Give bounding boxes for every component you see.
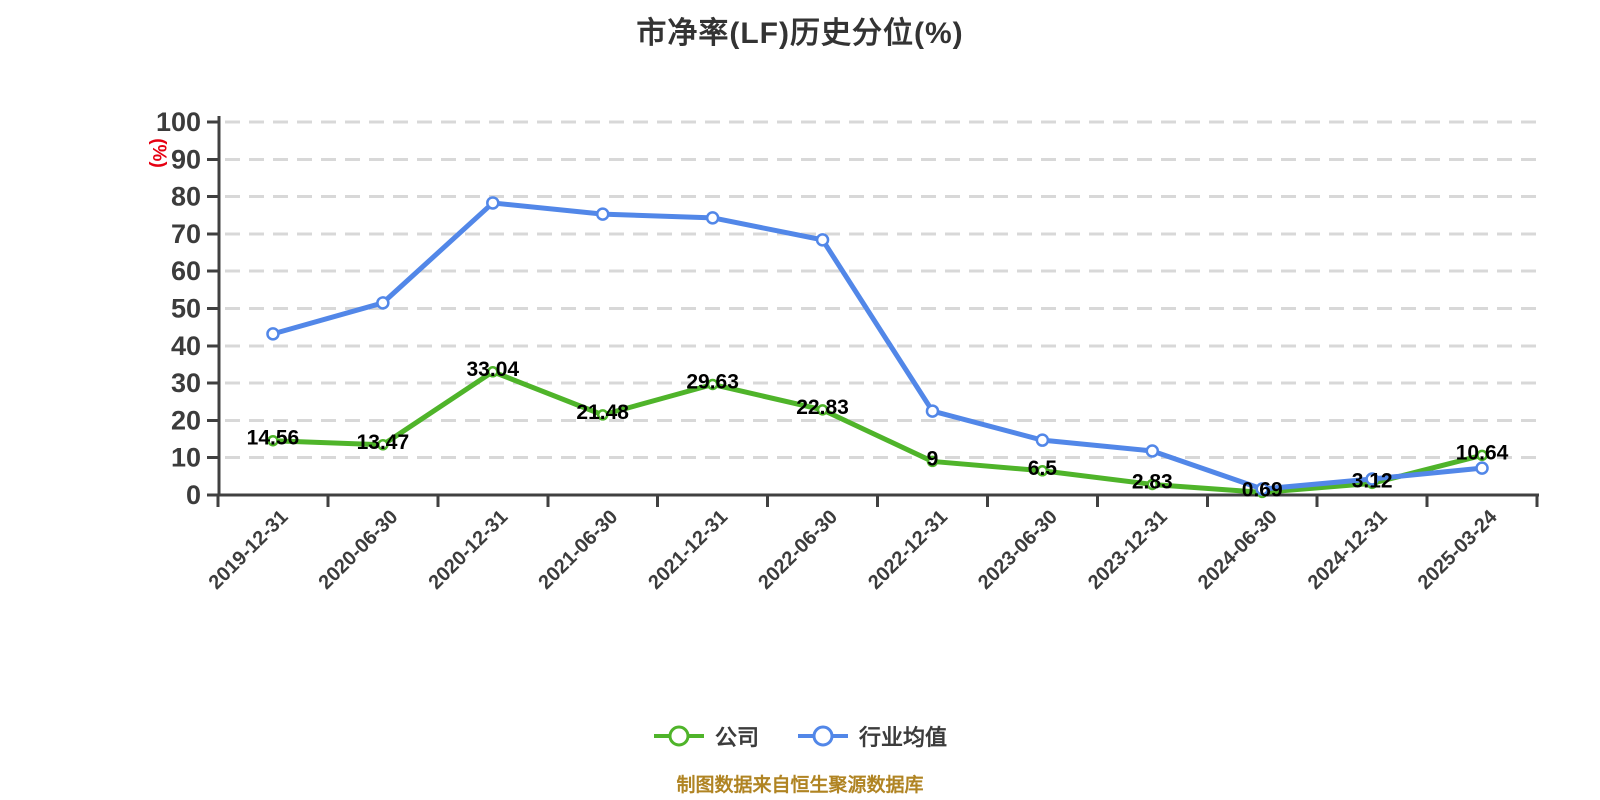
data-label-2021-06-30: 21.48: [576, 401, 629, 424]
x-tick-label-2020-12-31: 2020-12-31: [424, 506, 512, 594]
y-tick-label-40: 40: [171, 331, 201, 361]
data-label-2023-12-31: 2.83: [1132, 470, 1173, 493]
data-label-2020-06-30: 13.47: [357, 431, 410, 454]
series-marker-公司-2022-06-30: [816, 404, 829, 416]
series-marker-行业均值-2022-12-31: [925, 404, 940, 418]
series-marker-公司-2021-06-30: [596, 409, 609, 421]
data-label-2025-03-24: 10.64: [1456, 441, 1509, 464]
company-legend-marker-icon: [653, 725, 704, 747]
series-marker-行业均值-2025-03-24: [1475, 461, 1489, 475]
series-marker-公司-2020-12-31: [487, 366, 499, 378]
x-tick-label-2021-06-30: 2021-06-30: [534, 506, 622, 594]
x-tick-label-2023-12-31: 2023-12-31: [1084, 506, 1172, 594]
series-marker-公司-2021-12-31: [706, 378, 719, 391]
x-tick-label-2020-06-30: 2020-06-30: [315, 506, 403, 594]
series-marker-行业均值-2019-12-31: [266, 327, 280, 341]
data-label-2024-12-31: 3.12: [1352, 469, 1393, 492]
data-label-2019-12-31: 14.56: [247, 427, 300, 450]
series-line-公司: [270, 369, 1485, 495]
series-marker-公司-2019-12-31: [267, 434, 279, 447]
chart-legend: 公司 行业均值: [0, 720, 1600, 752]
x-tick-label-2021-12-31: 2021-12-31: [644, 506, 732, 594]
data-label-2022-06-30: 22.83: [796, 396, 849, 419]
x-tick-label-2025-03-24: 2025-03-24: [1414, 505, 1503, 594]
x-tick-label-2023-06-30: 2023-06-30: [974, 506, 1062, 594]
legend-label-industry-average: 行业均值: [859, 725, 948, 750]
y-tick-label-50: 50: [171, 294, 201, 324]
y-tick-label-70: 70: [171, 219, 201, 249]
data-label-2021-12-31: 29.63: [686, 370, 739, 393]
x-tick-label-2022-12-31: 2022-12-31: [864, 506, 952, 594]
y-tick-label-20: 20: [171, 405, 201, 435]
data-label-2020-12-31: 33.04: [467, 358, 520, 381]
x-tick-label-2019-12-31: 2019-12-31: [205, 506, 293, 594]
legend-label-company: 公司: [714, 725, 759, 750]
series-line-行业均值: [270, 200, 1485, 492]
legend-item-company[interactable]: 公司: [653, 720, 759, 752]
series-marker-行业均值-2023-06-30: [1035, 433, 1050, 447]
industry-legend-marker-icon: [798, 725, 848, 747]
series-marker-公司-2025-03-24: [1476, 449, 1488, 462]
data-label-2022-12-31: 9: [927, 447, 939, 470]
series-marker-公司-2023-06-30: [1036, 465, 1049, 477]
y-tick-label-100: 100: [156, 107, 201, 137]
series-marker-行业均值-2021-06-30: [595, 207, 610, 221]
series-marker-公司-2022-12-31: [926, 455, 939, 468]
series-marker-行业均值-2020-06-30: [376, 296, 390, 310]
series-marker-行业均值-2020-12-31: [486, 196, 500, 210]
data-label-2024-06-30: 0.69: [1242, 478, 1283, 501]
series-marker-行业均值-2021-12-31: [705, 211, 720, 225]
y-tick-label-30: 30: [171, 368, 201, 398]
source-note: 制图数据来自恒生聚源数据库: [676, 775, 924, 796]
series-marker-公司-2023-12-31: [1146, 478, 1159, 491]
series-marker-行业均值-2023-12-31: [1145, 444, 1160, 458]
series-marker-行业均值-2024-06-30: [1255, 482, 1269, 496]
y-tick-label-90: 90: [171, 144, 201, 174]
series-marker-公司-2020-06-30: [377, 439, 389, 451]
x-tick-label-2024-06-30: 2024-06-30: [1194, 506, 1282, 594]
legend-item-industry-average[interactable]: 行业均值: [797, 720, 947, 752]
y-tick-label-10: 10: [171, 443, 201, 473]
x-tick-label-2022-06-30: 2022-06-30: [754, 506, 842, 594]
y-tick-label-80: 80: [171, 182, 201, 212]
y-tick-label-60: 60: [171, 256, 201, 286]
x-tick-label-2024-12-31: 2024-12-31: [1304, 506, 1392, 594]
series-marker-行业均值-2022-06-30: [815, 233, 830, 247]
chart-title: 市净率(LF)历史分位(%): [636, 17, 964, 50]
series-marker-行业均值-2024-12-31: [1365, 472, 1379, 486]
y-tick-label-0: 0: [186, 480, 201, 510]
data-label-2023-06-30: 6.5: [1028, 457, 1058, 480]
